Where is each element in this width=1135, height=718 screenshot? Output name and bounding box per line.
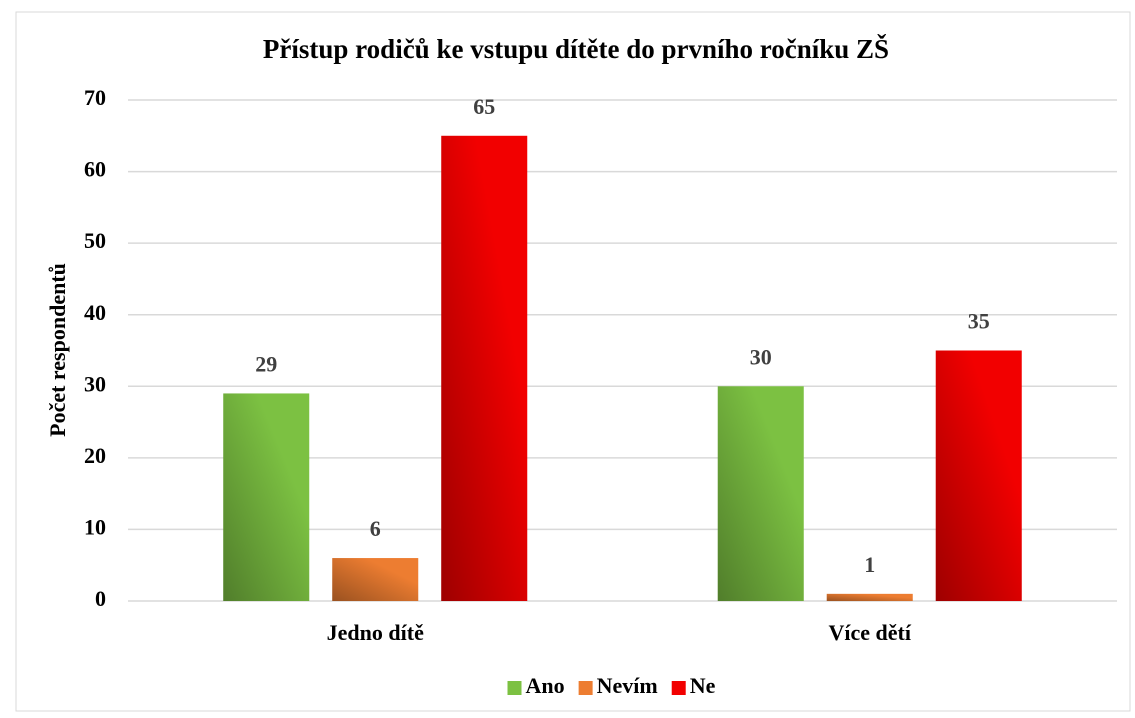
y-axis-label: Počet respondentů (45, 263, 70, 437)
bar (935, 350, 1022, 601)
data-label: 29 (255, 351, 277, 376)
x-tick-label: Jedno dítě (327, 620, 424, 645)
y-tick-label: 30 (84, 371, 106, 396)
chart-title: Přístup rodičů ke vstupu dítěte do první… (263, 34, 889, 64)
legend-label: Ne (690, 673, 716, 698)
data-label: 6 (370, 516, 381, 541)
legend-swatch (578, 681, 593, 695)
y-tick-label: 60 (84, 157, 106, 182)
legend-swatch (507, 681, 522, 695)
data-label: 65 (473, 94, 495, 119)
bar (332, 558, 419, 601)
y-tick-label: 20 (84, 443, 106, 468)
data-label: 1 (864, 552, 875, 577)
bar (826, 593, 913, 601)
data-label: 30 (750, 344, 772, 369)
data-label: 35 (968, 309, 990, 334)
legend-label: Ano (526, 673, 565, 698)
bar (223, 393, 310, 601)
y-tick-label: 70 (84, 85, 106, 110)
bar (717, 386, 804, 601)
y-tick-label: 0 (95, 586, 106, 611)
legend-label: Nevím (597, 673, 658, 698)
y-tick-label: 40 (84, 300, 106, 325)
y-tick-label: 10 (84, 514, 106, 539)
legend-swatch (671, 681, 686, 695)
y-tick-label: 50 (84, 228, 106, 253)
bar (441, 135, 528, 602)
x-tick-label: Více dětí (829, 620, 912, 645)
